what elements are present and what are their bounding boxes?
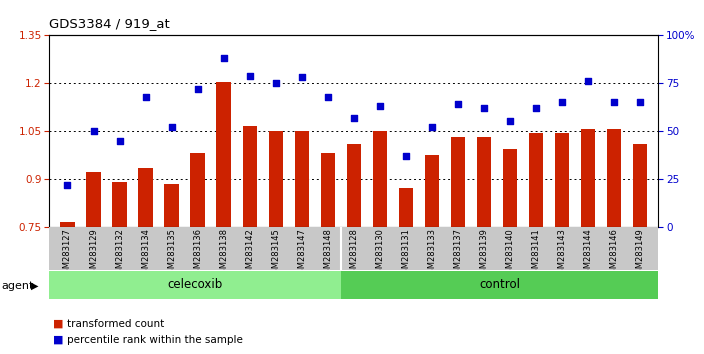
Point	[582, 79, 593, 84]
Text: GSM283129: GSM283129	[89, 228, 98, 279]
Point	[114, 138, 125, 143]
Bar	[165, 184, 179, 227]
Point	[634, 99, 646, 105]
Point	[296, 75, 308, 80]
Text: celecoxib: celecoxib	[168, 278, 222, 291]
Text: GSM283132: GSM283132	[115, 228, 124, 279]
Point	[140, 94, 151, 99]
Point	[556, 99, 567, 105]
Point	[530, 105, 541, 111]
Text: GSM283147: GSM283147	[297, 228, 306, 279]
Point	[374, 103, 385, 109]
Bar	[398, 188, 413, 227]
Text: transformed count: transformed count	[67, 319, 164, 329]
Bar	[294, 131, 309, 227]
Text: GSM283138: GSM283138	[219, 228, 228, 279]
Point	[426, 124, 437, 130]
Point	[608, 99, 620, 105]
Text: ■: ■	[53, 319, 63, 329]
Bar	[451, 137, 465, 227]
Point	[218, 56, 230, 61]
Point	[244, 73, 256, 78]
Text: control: control	[479, 278, 520, 291]
Bar	[268, 131, 283, 227]
Point	[322, 94, 334, 99]
Point	[452, 101, 463, 107]
Bar	[49, 271, 341, 298]
Point	[88, 128, 99, 134]
Text: GSM283128: GSM283128	[349, 228, 358, 279]
Bar	[607, 130, 621, 227]
Bar	[581, 130, 595, 227]
Text: GSM283130: GSM283130	[375, 228, 384, 279]
Point	[270, 80, 282, 86]
Point	[478, 105, 489, 111]
Point	[192, 86, 203, 92]
Bar	[113, 182, 127, 227]
Text: GSM283142: GSM283142	[245, 228, 254, 279]
Text: GSM283143: GSM283143	[558, 228, 567, 279]
Text: ■: ■	[53, 335, 63, 345]
Point	[166, 124, 177, 130]
Text: percentile rank within the sample: percentile rank within the sample	[67, 335, 243, 345]
Text: GSM283148: GSM283148	[323, 228, 332, 279]
Text: GSM283135: GSM283135	[167, 228, 176, 279]
Text: GSM283133: GSM283133	[427, 228, 436, 279]
Point	[348, 115, 360, 120]
Bar	[529, 133, 543, 227]
Text: GSM283127: GSM283127	[63, 228, 72, 279]
Bar	[372, 131, 387, 227]
Text: GSM283136: GSM283136	[193, 228, 202, 279]
Text: GSM283144: GSM283144	[584, 228, 593, 279]
Text: GSM283146: GSM283146	[610, 228, 619, 279]
Bar	[320, 153, 335, 227]
Bar	[633, 144, 647, 227]
Bar	[61, 222, 75, 227]
Bar	[555, 133, 569, 227]
Text: GDS3384 / 919_at: GDS3384 / 919_at	[49, 17, 170, 30]
Bar	[503, 149, 517, 227]
Bar	[191, 153, 205, 227]
Bar	[217, 81, 231, 227]
Text: GSM283141: GSM283141	[532, 228, 541, 279]
Text: GSM283145: GSM283145	[271, 228, 280, 279]
Bar	[139, 168, 153, 227]
Bar	[477, 137, 491, 227]
Bar	[87, 172, 101, 227]
Text: GSM283140: GSM283140	[505, 228, 515, 279]
Bar	[242, 126, 257, 227]
Bar	[341, 271, 658, 298]
Bar	[346, 144, 361, 227]
Point	[400, 153, 411, 159]
Point	[504, 119, 515, 124]
Point	[62, 182, 73, 187]
Text: ▶: ▶	[31, 281, 39, 291]
Text: GSM283131: GSM283131	[401, 228, 410, 279]
Text: GSM283134: GSM283134	[141, 228, 150, 279]
Text: GSM283137: GSM283137	[453, 228, 463, 279]
Text: agent: agent	[1, 281, 34, 291]
Text: GSM283139: GSM283139	[479, 228, 489, 279]
Text: GSM283149: GSM283149	[636, 228, 645, 279]
Bar	[425, 155, 439, 227]
